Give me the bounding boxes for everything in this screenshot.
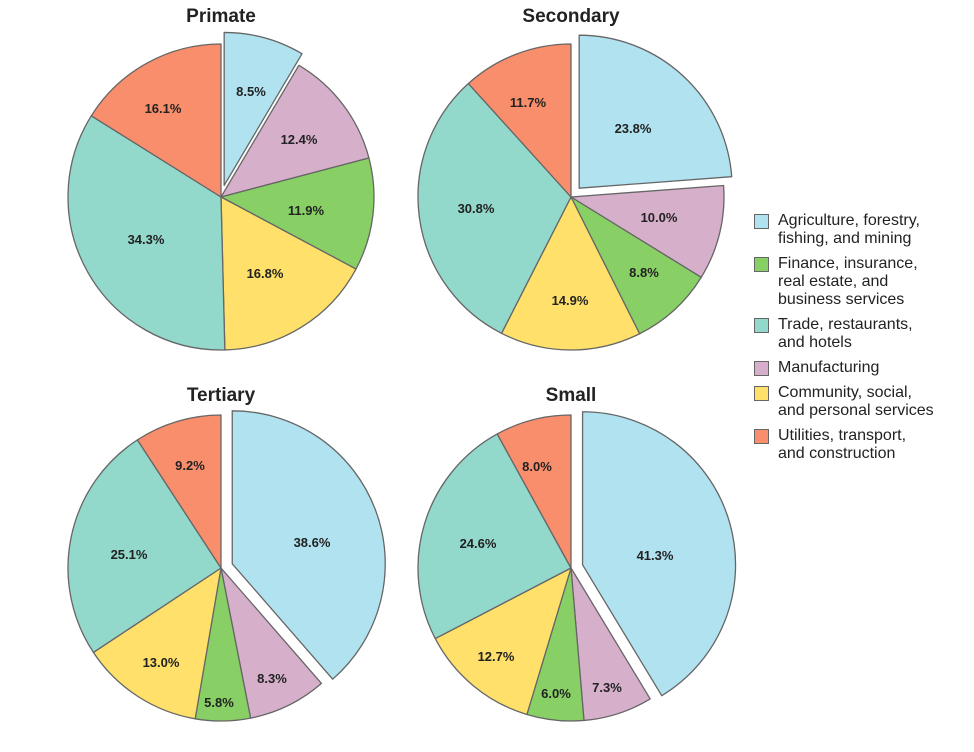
slice-label-utilities: 11.7% <box>510 95 547 110</box>
pie-slice-agriculture <box>223 31 303 187</box>
slice-label-finance: 11.9% <box>288 203 325 218</box>
pie-slice-manufacturing <box>220 64 370 198</box>
pie-slice-finance <box>220 157 375 270</box>
slice-label-trade: 30.8% <box>458 201 495 216</box>
pie-slice-community <box>434 567 572 716</box>
pie-title: Secondary <box>522 6 620 27</box>
legend-item-manufacturing: Manufacturing <box>754 359 969 377</box>
slice-label-trade: 24.6% <box>460 536 497 551</box>
slice-label-community: 14.9% <box>552 293 589 308</box>
legend-item-agriculture: Agriculture, forestry, fishing, and mini… <box>754 212 969 248</box>
pie-slice-community <box>220 196 357 351</box>
slice-label-utilities: 9.2% <box>175 458 205 473</box>
slice-label-manufacturing: 10.0% <box>641 210 678 225</box>
slice-label-finance: 8.8% <box>629 265 659 280</box>
legend-label: Community, social, and personal services <box>778 384 934 419</box>
pie-slice-trade <box>417 82 572 334</box>
legend: Agriculture, forestry, fishing, and mini… <box>754 212 969 470</box>
pie-title: Primate <box>186 6 256 27</box>
slice-label-trade: 34.3% <box>128 232 165 247</box>
slice-label-finance: 5.8% <box>204 695 234 710</box>
slice-label-community: 16.8% <box>247 266 284 281</box>
legend-label: Agriculture, forestry, fishing, and mini… <box>778 212 920 247</box>
slice-label-agriculture: 38.6% <box>294 535 331 550</box>
slice-label-community: 13.0% <box>143 655 180 670</box>
pie-title: Tertiary <box>187 385 256 406</box>
pie-slice-trade <box>417 433 572 640</box>
slice-label-agriculture: 41.3% <box>637 548 674 563</box>
legend-item-utilities: Utilities, transport, and construction <box>754 427 969 463</box>
legend-label: Utilities, transport, and construction <box>778 427 907 462</box>
pie-slice-trade <box>67 439 222 654</box>
pie-primate: Primate 8.5% 12.4% 11.9% 16.8% 34.3% 16.1% <box>67 6 375 351</box>
slice-label-community: 12.7% <box>478 649 515 664</box>
legend-item-finance: Finance, insurance, real estate, and bus… <box>754 255 969 309</box>
legend-swatch <box>754 361 769 376</box>
pie-slice-community <box>500 196 641 351</box>
pie-tertiary: Tertiary 38.6% 8.3% 5.8% 13.0% 25.1% 9.2% <box>67 385 386 722</box>
legend-item-community: Community, social, and personal services <box>754 384 969 420</box>
slice-label-finance: 6.0% <box>541 686 571 701</box>
legend-item-trade: Trade, restaurants, and hotels <box>754 316 969 352</box>
slice-label-manufacturing: 7.3% <box>592 680 622 695</box>
slice-label-trade: 25.1% <box>111 547 148 562</box>
legend-swatch <box>754 318 769 333</box>
slice-label-utilities: 16.1% <box>145 101 182 116</box>
legend-swatch <box>754 386 769 401</box>
pie-slice-finance <box>570 196 702 335</box>
pie-slice-community <box>92 567 222 720</box>
slice-label-manufacturing: 8.3% <box>257 671 287 686</box>
pie-slice-agriculture <box>581 411 737 697</box>
legend-swatch <box>754 214 769 229</box>
legend-label: Manufacturing <box>778 359 880 376</box>
legend-label: Trade, restaurants, and hotels <box>778 316 913 351</box>
slice-label-agriculture: 8.5% <box>236 84 266 99</box>
pie-small: Small 41.3% 7.3% 6.0% 12.7% 24.6% 8.0% <box>417 385 737 722</box>
slice-label-agriculture: 23.8% <box>615 121 652 136</box>
slice-label-utilities: 8.0% <box>522 459 552 474</box>
pie-slice-utilities <box>496 414 572 569</box>
pie-slice-trade <box>67 115 226 351</box>
pie-slice-utilities <box>467 43 572 198</box>
pie-title: Small <box>546 385 597 406</box>
legend-label: Finance, insurance, real estate, and bus… <box>778 255 918 308</box>
pie-slice-manufacturing <box>570 184 725 278</box>
slice-label-manufacturing: 12.4% <box>281 132 318 147</box>
legend-swatch <box>754 429 769 444</box>
pie-secondary: Secondary 23.8% 10.0% 8.8% 14.9% 30.8% 11.7% <box>417 6 733 351</box>
pie-slice-utilities <box>136 414 222 569</box>
legend-swatch <box>754 257 769 272</box>
pie-slice-agriculture <box>578 34 733 189</box>
pie-slice-agriculture <box>231 410 386 680</box>
pie-slice-utilities <box>90 43 222 198</box>
